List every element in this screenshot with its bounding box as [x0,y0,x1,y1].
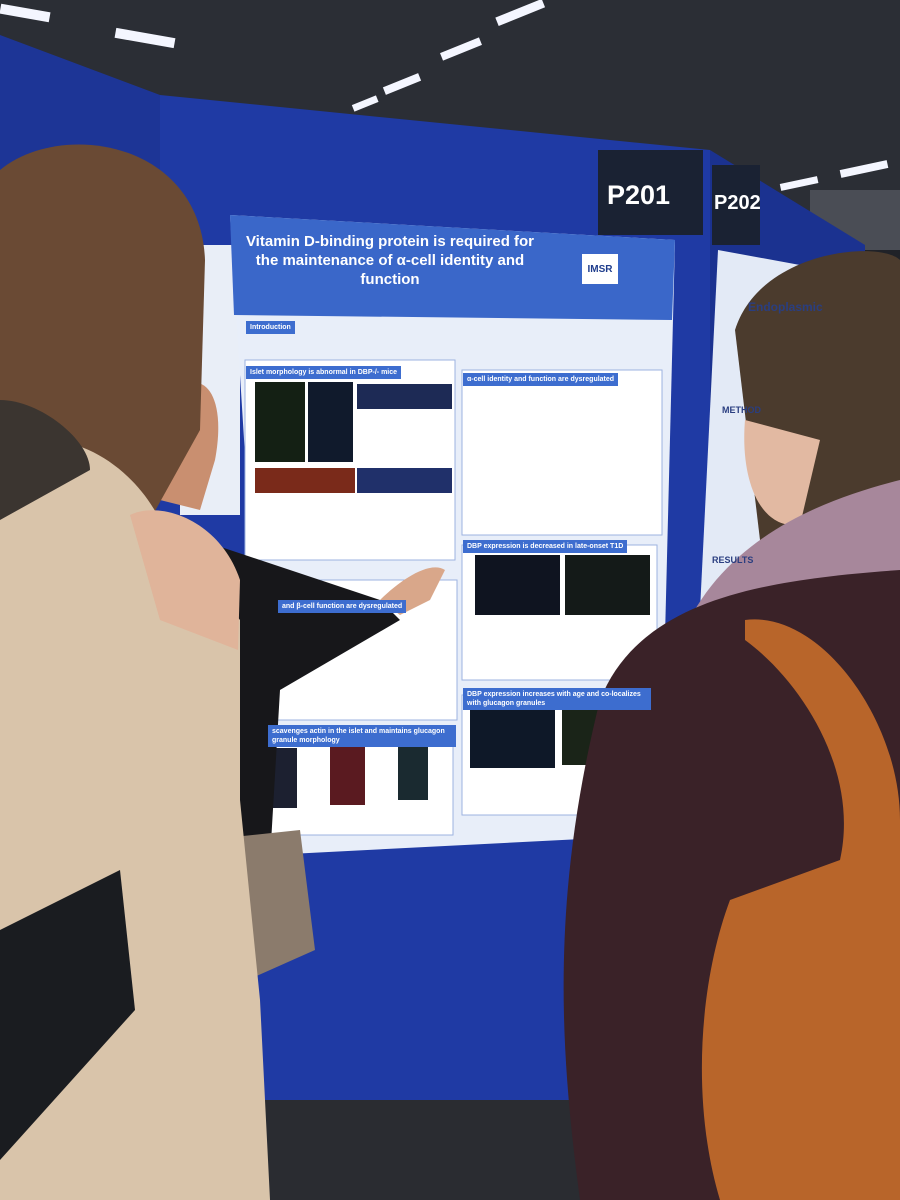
section-heading: Introduction [246,321,295,334]
section-heading: Islet morphology is abnormal in DBP-/- m… [246,366,402,379]
side-poster-heading: METHOD [722,405,761,415]
booth-plate [598,150,703,235]
section-heading: and β-cell function are dysregulated [278,600,407,613]
section-heading: DBP expression is decreased in late-onse… [463,540,628,553]
booth-plate [712,165,760,245]
section-heading: scavenges actin in the islet and maintai… [268,725,456,747]
hand [130,510,240,650]
booth-label: P201 [607,180,671,210]
section-heading: α-cell identity and function are dysregu… [463,373,619,386]
poster-title-band [230,215,675,320]
booth-label: P202 [714,192,761,214]
lights [0,0,889,191]
side-poster-title: Endoplasmic [748,300,823,314]
section-heading: DBP expression increases with age and co… [463,688,651,710]
side-poster-heading: RESULTS [712,555,754,565]
person-right-face [744,420,820,526]
backpack [0,870,135,1160]
poster-title: Vitamin D-binding protein is required fo… [245,233,535,288]
poster-logo: IMSR [582,254,618,284]
person-left-collar [0,400,90,520]
person-right-bag [701,619,900,1200]
